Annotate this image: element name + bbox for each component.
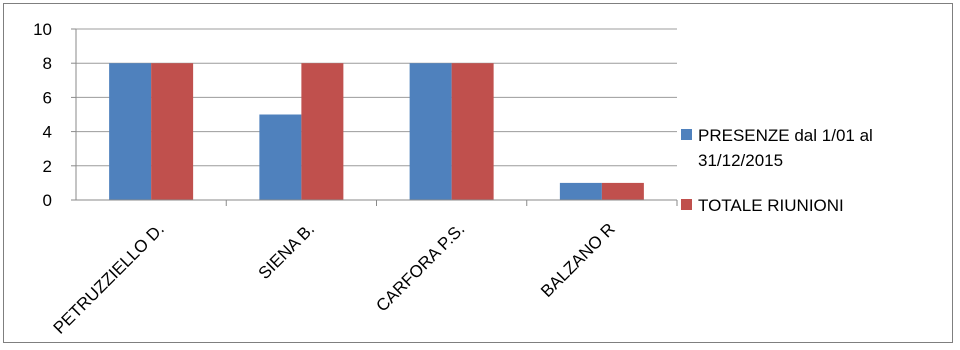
- y-tick-label: 6: [43, 88, 52, 107]
- bar-totale-riunioni-3: [601, 182, 644, 200]
- legend-label-presenze: PRESENZE dal 1/01 al 31/12/2015: [698, 126, 873, 170]
- bar-chart: 0 2 4 6 8 10 PETRUZZIELLO D. SIENA B. CARFORA P…: [33, 20, 873, 338]
- y-tick-label: 2: [43, 157, 52, 176]
- legend-swatch-totale-riunioni: [681, 199, 692, 210]
- chart-frame: 0 2 4 6 8 10 PETRUZZIELLO D. SIENA B. CARFORA P…: [3, 3, 953, 343]
- legend-label-totale-riunioni: TOTALE RIUNIONI: [698, 196, 844, 215]
- y-tick-label: 10: [33, 20, 52, 39]
- bar-totale-riunioni-0: [151, 63, 194, 201]
- bar-presenze-1: [259, 114, 302, 200]
- legend-swatch-presenze: [681, 129, 692, 140]
- x-category-label: BALZANO R: [537, 219, 619, 301]
- legend: PRESENZE dal 1/01 al 31/12/2015 TOTALE RIU…: [681, 126, 873, 215]
- x-category-label: SIENA B.: [255, 219, 319, 283]
- x-category-label: PETRUZZIELLO D.: [50, 219, 168, 337]
- bar-presenze-3: [559, 182, 602, 200]
- x-axis-category-labels: PETRUZZIELLO D. SIENA B. CARFORA P.S. BALZA…: [50, 219, 619, 337]
- bar-totale-riunioni-1: [301, 63, 344, 201]
- bar-presenze-2: [409, 63, 452, 201]
- y-axis-tick-labels: 0 2 4 6 8 10: [33, 20, 52, 210]
- bars: [109, 63, 644, 201]
- y-tick-label: 0: [43, 191, 52, 210]
- bar-totale-riunioni-2: [451, 63, 494, 201]
- x-category-label: CARFORA P.S.: [372, 219, 468, 315]
- axes: [71, 28, 678, 206]
- y-tick-label: 8: [43, 54, 52, 73]
- y-tick-label: 4: [43, 123, 52, 142]
- bar-presenze-0: [109, 63, 152, 201]
